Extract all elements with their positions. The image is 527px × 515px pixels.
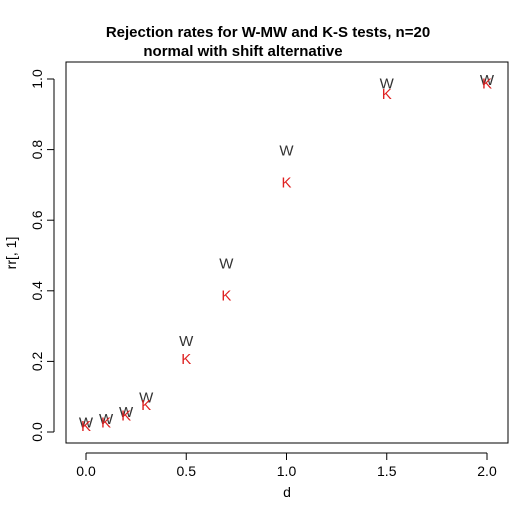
point-k: K (121, 407, 131, 424)
y-tick-label: 0.8 (29, 140, 45, 160)
x-tick-label: 2.0 (477, 463, 497, 479)
point-k: K (221, 287, 231, 304)
x-tick-label: 1.0 (277, 463, 297, 479)
point-k: K (81, 418, 91, 435)
x-tick-label: 0.5 (177, 463, 197, 479)
x-tick-label: 0.0 (76, 463, 96, 479)
y-tick-label: 0.4 (29, 281, 45, 301)
y-tick-label: 0.0 (29, 422, 45, 442)
point-w: W (480, 72, 495, 89)
point-k: K (281, 174, 291, 191)
y-tick-label: 0.2 (29, 351, 45, 371)
point-w: W (279, 143, 294, 160)
y-tick-label: 1.0 (29, 69, 45, 89)
plot-frame (65, 61, 509, 444)
point-k: K (482, 76, 492, 93)
chart-subtitle: normal with shift alternative (143, 43, 342, 60)
point-k: K (382, 86, 392, 103)
point-w: W (380, 76, 395, 93)
point-w: W (139, 390, 154, 407)
point-w: W (99, 411, 114, 428)
x-axis: 0.0 0.5 1.0 1.5 2.0 (76, 452, 497, 479)
y-axis: 0.0 0.2 0.4 0.6 0.8 1.0 (29, 69, 55, 442)
point-w: W (219, 256, 234, 273)
point-w: W (119, 404, 134, 421)
chart-title: Rejection rates for W-MW and K-S tests, … (106, 24, 430, 41)
point-k: K (101, 414, 111, 431)
x-tick-label: 1.5 (377, 463, 397, 479)
y-axis-label: rr[, 1] (3, 237, 19, 270)
point-w: W (179, 333, 194, 350)
point-k: K (141, 397, 151, 414)
y-tick-label: 0.6 (29, 210, 45, 230)
x-axis-label: d (283, 484, 291, 500)
point-k: K (181, 351, 191, 368)
point-w: W (79, 414, 94, 431)
